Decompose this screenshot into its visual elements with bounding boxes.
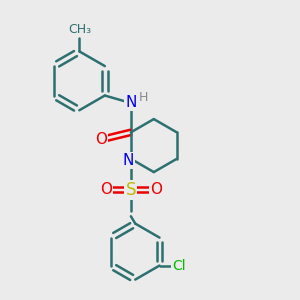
Text: O: O bbox=[150, 182, 162, 197]
Text: O: O bbox=[95, 132, 107, 147]
Text: N: N bbox=[122, 153, 134, 168]
Text: N: N bbox=[125, 95, 136, 110]
Text: O: O bbox=[100, 182, 112, 197]
Text: H: H bbox=[139, 92, 148, 104]
Text: Cl: Cl bbox=[172, 259, 185, 273]
Text: S: S bbox=[126, 181, 136, 199]
Text: CH₃: CH₃ bbox=[68, 23, 91, 36]
